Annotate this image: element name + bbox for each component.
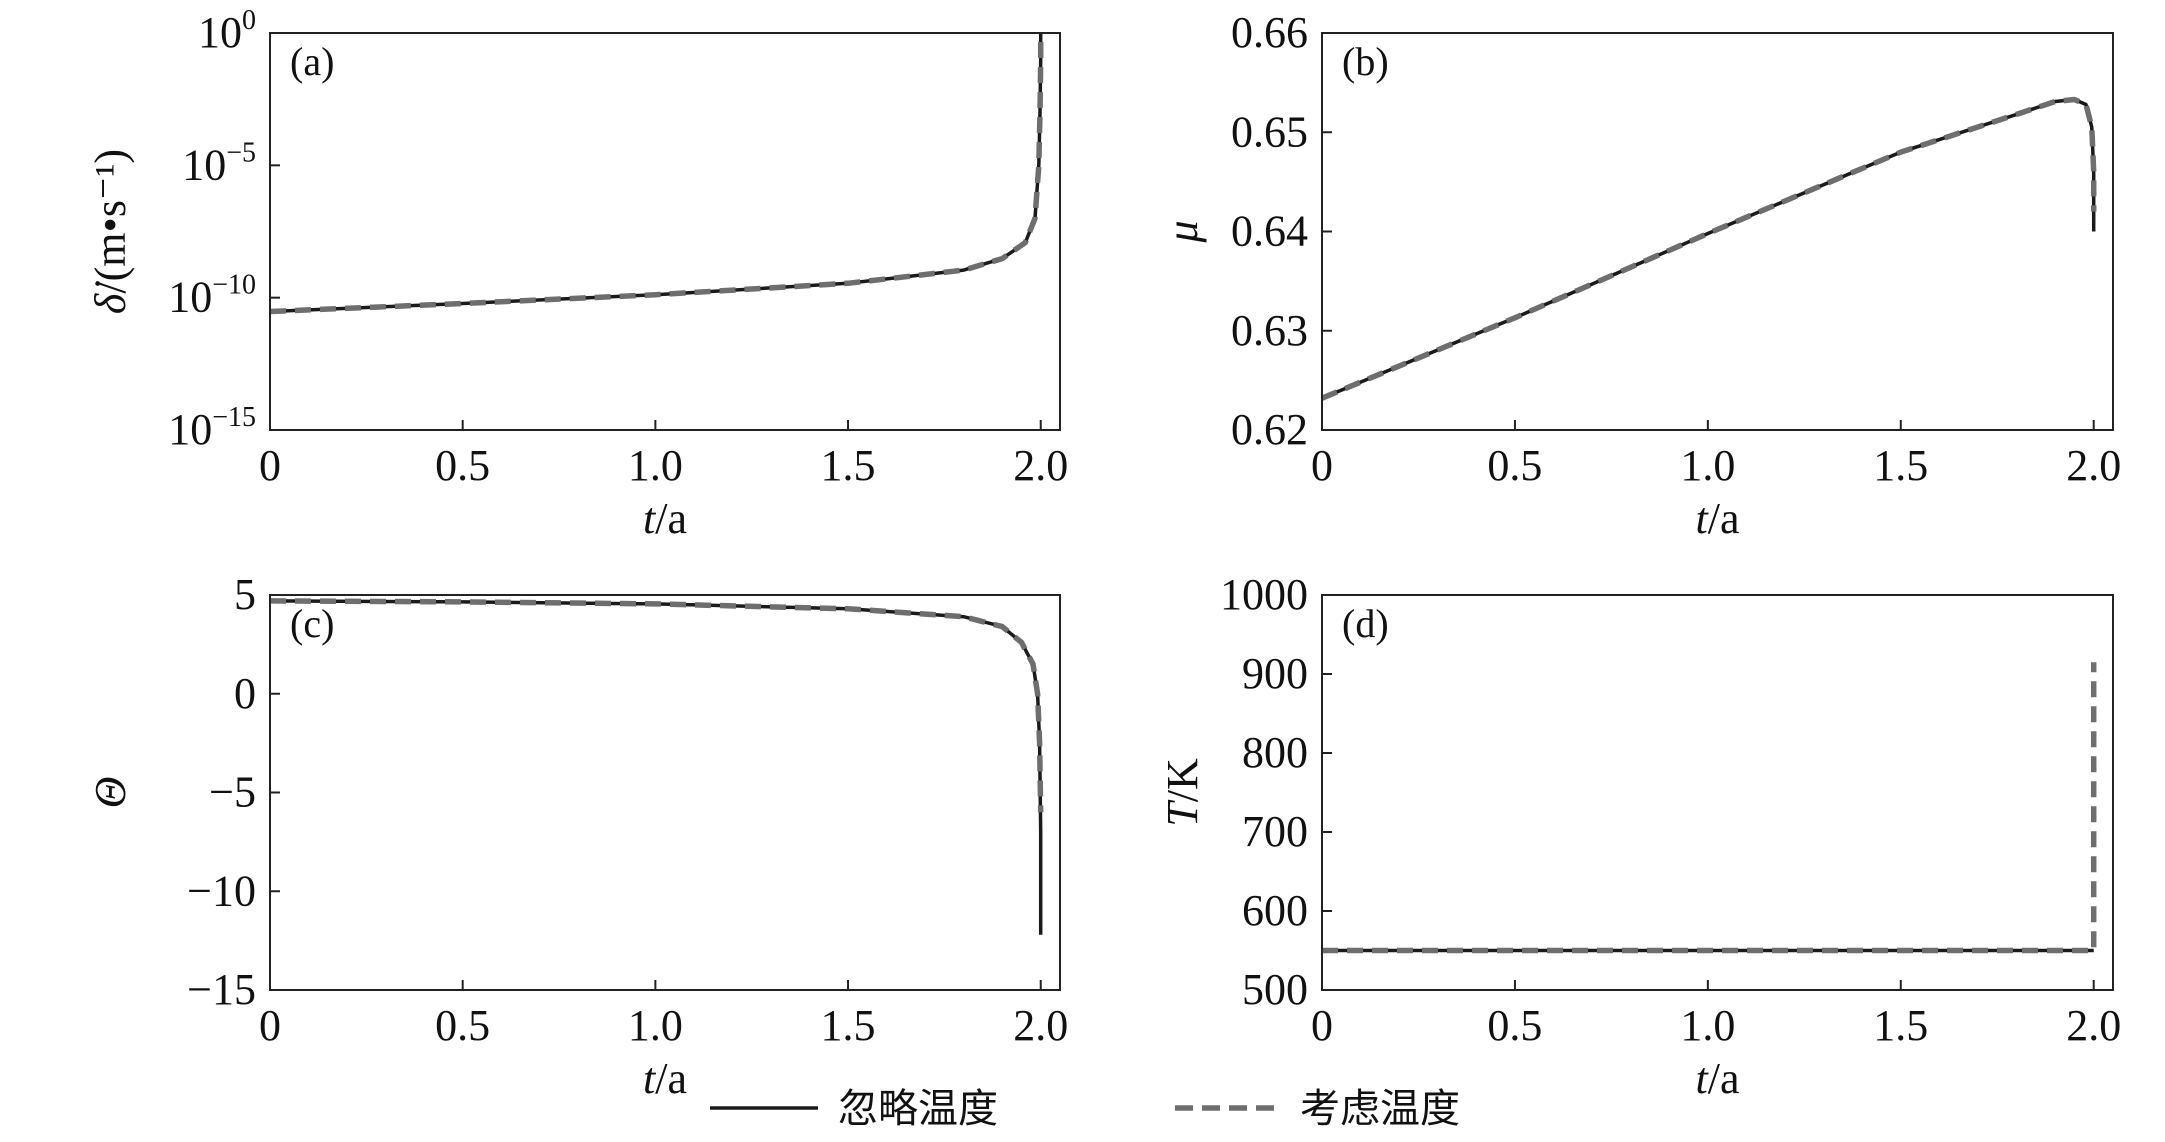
x-axis-label: t/a bbox=[1696, 1054, 1740, 1103]
y-tick-label: 0.63 bbox=[1231, 306, 1308, 355]
x-tick-label: 0 bbox=[1311, 441, 1333, 490]
plot-frame bbox=[269, 594, 1061, 991]
x-tick-label: 1.5 bbox=[1873, 441, 1928, 490]
y-axis-label: T/K bbox=[1158, 758, 1207, 827]
series-line-consider-temperature bbox=[269, 33, 1044, 315]
panel-tag: (a) bbox=[290, 39, 334, 84]
y-tick-label: −5 bbox=[209, 768, 256, 817]
x-tick-label: 0 bbox=[259, 441, 281, 490]
x-tick-label: 1.5 bbox=[1873, 1001, 1928, 1050]
y-tick-label: 0.64 bbox=[1231, 207, 1308, 256]
chart-panel-3: 0 0.5 1.0 1.5 2.0 5 0 −5 −10 −15 (c) t/a Θ bbox=[86, 570, 1068, 1103]
x-tick-label: 1.0 bbox=[1680, 1001, 1735, 1050]
y-axis-label: δ̇/(m•s⁻¹) bbox=[86, 149, 135, 314]
x-axis-label: t/a bbox=[643, 1054, 687, 1103]
x-tick-label: 1.5 bbox=[821, 441, 876, 490]
legend-label-1: 忽略温度 bbox=[838, 1086, 998, 1132]
series-line-consider-temperature bbox=[1322, 662, 2097, 954]
y-tick-label: 600 bbox=[1242, 886, 1308, 935]
plot-frame bbox=[1321, 594, 2114, 991]
legend-label-2: 考虑温度 bbox=[1300, 1086, 1460, 1132]
y-axis-label: Θ bbox=[86, 777, 135, 809]
chart-panel-1: 0 0.5 1.0 1.5 2.0 100 10−5 10−10 10−15 (a) t/a δ̇/(… bbox=[86, 5, 1068, 543]
x-tick-label: 0 bbox=[1311, 1001, 1333, 1050]
y-tick-label: 900 bbox=[1242, 649, 1308, 698]
x-tick-label: 0.5 bbox=[435, 441, 490, 490]
x-tick-label: 0.5 bbox=[1487, 1001, 1542, 1050]
panel-tag: (b) bbox=[1342, 39, 1389, 84]
panel-tag: (c) bbox=[290, 601, 334, 646]
series-line-ignore-temperature bbox=[269, 599, 1043, 935]
y-tick-label: −10 bbox=[187, 866, 256, 915]
series-line-ignore-temperature bbox=[269, 33, 1043, 314]
y-tick-label: 10−15 bbox=[168, 402, 256, 454]
y-tick-label: 10−5 bbox=[182, 137, 256, 189]
y-tick-label: 10−10 bbox=[168, 270, 256, 322]
series-line-consider-temperature bbox=[269, 598, 1044, 813]
y-tick-label: 100 bbox=[198, 5, 256, 57]
y-tick-label: 500 bbox=[1242, 965, 1308, 1014]
x-tick-label: 0.5 bbox=[435, 1001, 490, 1050]
x-tick-label: 1.0 bbox=[628, 441, 683, 490]
plot-frame bbox=[269, 32, 1061, 431]
x-tick-label: 1.5 bbox=[821, 1001, 876, 1050]
series-line-ignore-temperature bbox=[1321, 97, 2096, 400]
x-tick-label: 2.0 bbox=[2066, 441, 2121, 490]
y-tick-label: 0.65 bbox=[1231, 107, 1308, 156]
legend: 忽略温度 考虑温度 bbox=[710, 1086, 1460, 1132]
x-tick-label: 0.5 bbox=[1487, 441, 1542, 490]
y-tick-label: −15 bbox=[187, 965, 256, 1014]
y-tick-label: 0.66 bbox=[1231, 8, 1308, 57]
panel-tag: (d) bbox=[1342, 601, 1389, 646]
x-tick-label: 2.0 bbox=[1013, 441, 1068, 490]
y-tick-label: 700 bbox=[1242, 807, 1308, 856]
chart-panel-2: 0 0.5 1.0 1.5 2.0 0.66 0.65 0.64 0.63 0.62 (b) t/a μ bbox=[1158, 8, 2121, 543]
y-tick-label: 0.62 bbox=[1231, 405, 1308, 454]
y-tick-label: 0 bbox=[234, 669, 256, 718]
y-tick-label: 800 bbox=[1242, 728, 1308, 777]
y-axis-label: μ bbox=[1158, 220, 1207, 243]
x-tick-label: 2.0 bbox=[1013, 1001, 1068, 1050]
chart-panel-4: 0 0.5 1.0 1.5 2.0 1000 900 800 700 600 500 (d) t/a T/… bbox=[1158, 570, 2121, 1103]
y-tick-label: 5 bbox=[234, 570, 256, 619]
series-line-consider-temperature bbox=[1320, 96, 2097, 401]
x-tick-label: 1.0 bbox=[628, 1001, 683, 1050]
x-tick-label: 1.0 bbox=[1680, 441, 1735, 490]
x-tick-label: 0 bbox=[259, 1001, 281, 1050]
x-axis-label: t/a bbox=[643, 494, 687, 543]
x-axis-label: t/a bbox=[1696, 494, 1740, 543]
x-tick-label: 2.0 bbox=[2066, 1001, 2121, 1050]
y-tick-label: 1000 bbox=[1220, 570, 1308, 619]
